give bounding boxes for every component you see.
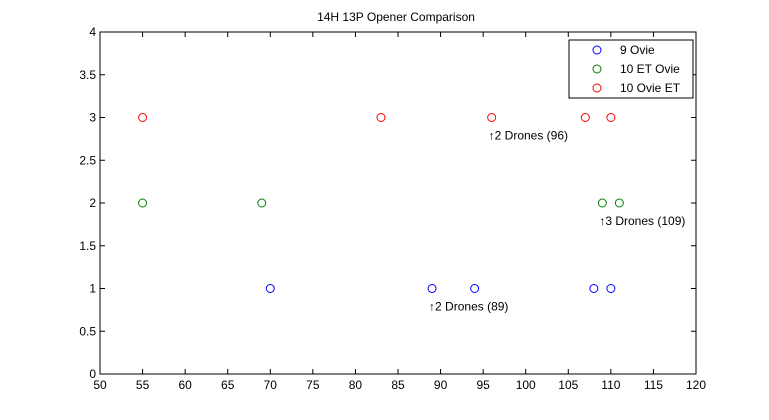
data-point: [589, 284, 599, 293]
x-tick-label: 50: [93, 378, 107, 392]
data-point: [606, 284, 616, 293]
legend-box: [568, 39, 694, 99]
y-axis: 0 0.5 1 1.5 2 2.5 3 3.5 4: [79, 25, 696, 381]
x-axis: 50 55 60 65 70 75 80 85 90 95 100 105 110 115 120: [93, 32, 706, 392]
y-tick-label: 3.5: [79, 68, 96, 82]
legend: 9 Ovie 10 ET Ovie 10 Ovie ET: [568, 39, 694, 99]
y-tick-label: 0.5: [79, 324, 96, 338]
x-tick-label: 115: [644, 378, 663, 392]
y-tick-label: 1.5: [79, 239, 96, 253]
data-point: [427, 284, 437, 293]
chart-title: 14H 13P Opener Comparison: [317, 10, 475, 24]
data-point: [257, 198, 267, 208]
x-tick-label: 120: [686, 378, 706, 392]
x-tick-label: 55: [136, 378, 150, 392]
x-tick-label: 80: [349, 378, 363, 392]
x-tick-label: 105: [558, 378, 578, 392]
annotations: ↑2 Drones (89) ↑2 Drones (96) ↑3 Drones (1…: [429, 129, 685, 314]
legend-marker: [592, 45, 602, 55]
y-tick-label: 4: [89, 25, 96, 39]
data-point: [606, 113, 616, 122]
y-tick-label: 0: [89, 367, 96, 381]
data-point: [597, 198, 607, 208]
y-tick-label: 3: [89, 111, 96, 125]
legend-marker: [592, 64, 602, 74]
data-points: [138, 113, 624, 293]
data-point: [138, 113, 148, 122]
data-point: [265, 284, 275, 293]
y-tick-label: 1: [89, 282, 96, 296]
x-tick-label: 60: [178, 378, 192, 392]
y-tick-label: 2.5: [79, 153, 96, 167]
annotation-label: ↑2 Drones (89): [429, 300, 508, 314]
x-tick-label: 65: [221, 378, 235, 392]
x-tick-label: 75: [306, 378, 320, 392]
annotation-label: ↑2 Drones (96): [489, 129, 568, 143]
data-point: [614, 198, 624, 208]
x-tick-label: 70: [264, 378, 278, 392]
legend-label: 10 Ovie ET: [620, 81, 681, 95]
data-point: [580, 113, 590, 122]
legend-label: 9 Ovie: [620, 43, 655, 57]
annotation-label: ↑3 Drones (109): [599, 214, 685, 228]
x-tick-label: 90: [434, 378, 448, 392]
x-tick-label: 100: [516, 378, 536, 392]
data-point: [470, 284, 480, 293]
y-tick-label: 2: [89, 196, 96, 210]
legend-label: 10 ET Ovie: [620, 62, 680, 76]
legend-marker: [592, 83, 602, 93]
x-tick-label: 110: [601, 378, 620, 392]
data-point: [138, 198, 148, 208]
x-tick-label: 85: [391, 378, 405, 392]
x-tick-label: 95: [476, 378, 490, 392]
data-point: [487, 113, 497, 122]
data-point: [376, 113, 386, 122]
